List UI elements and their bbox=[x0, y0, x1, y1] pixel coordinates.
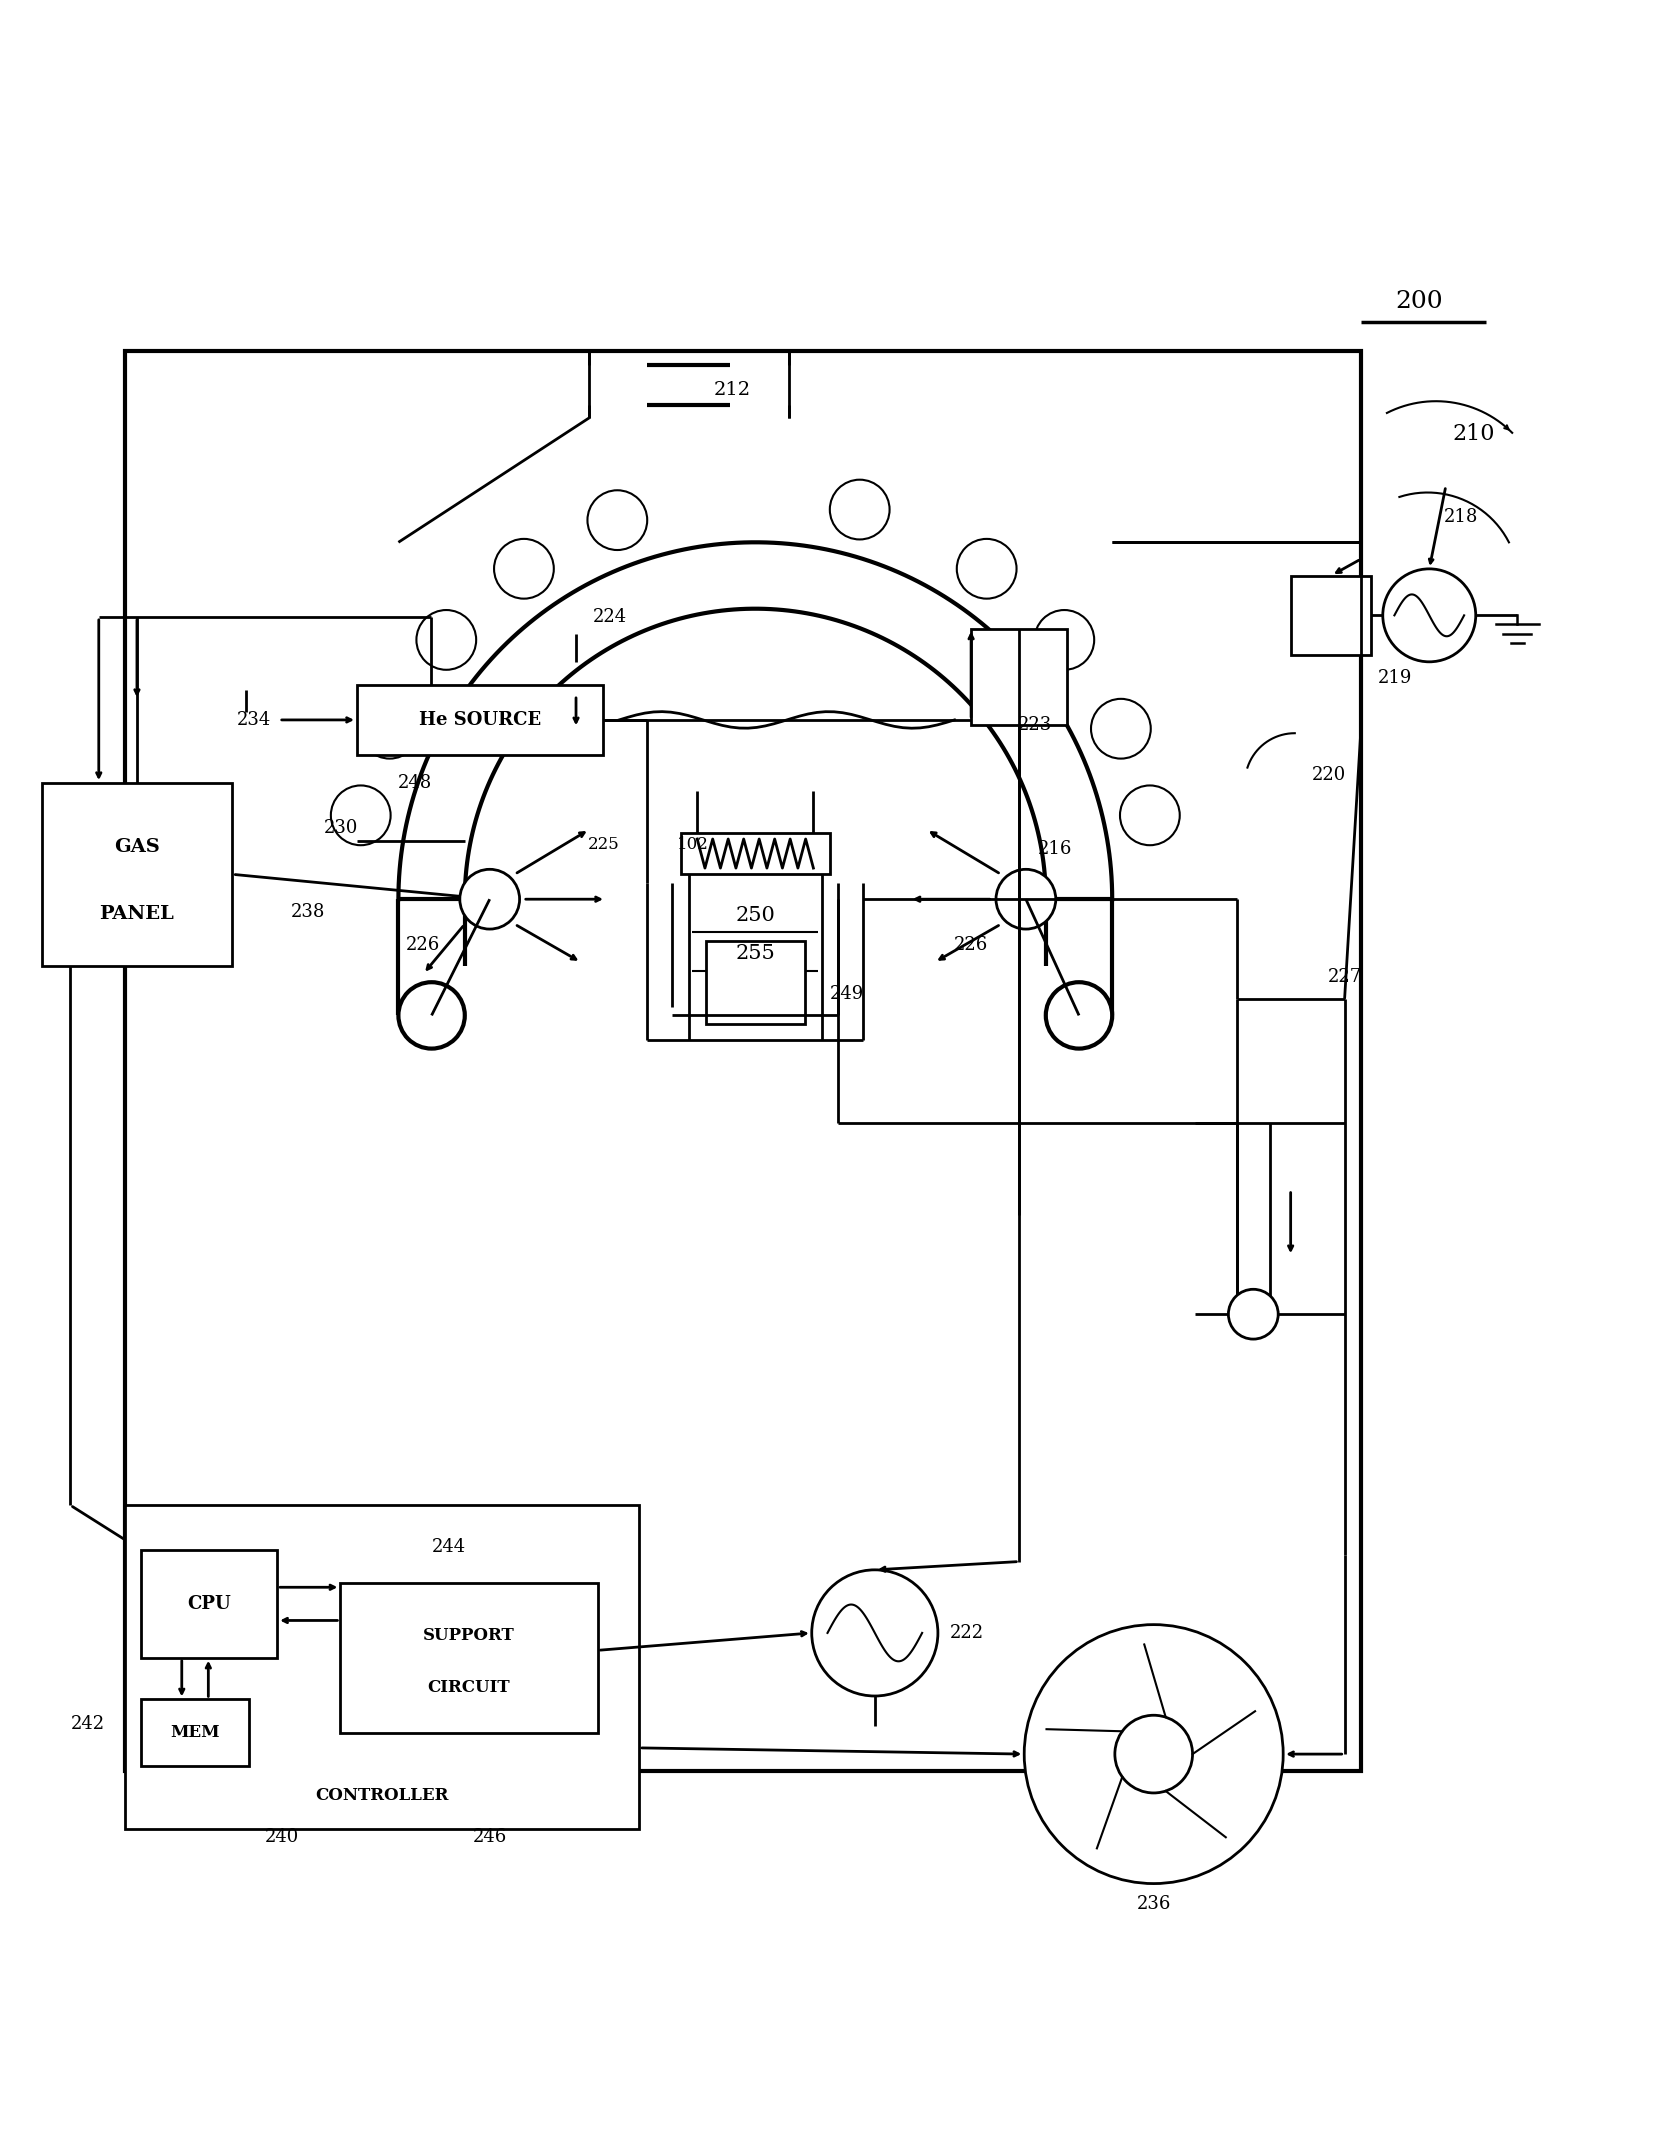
Text: 102: 102 bbox=[677, 835, 709, 852]
Bar bbox=[706, 940, 805, 1024]
Circle shape bbox=[996, 870, 1056, 930]
Text: 220: 220 bbox=[1311, 766, 1346, 784]
Text: 246: 246 bbox=[473, 1827, 506, 1846]
Circle shape bbox=[417, 610, 476, 670]
Text: 223: 223 bbox=[1018, 715, 1052, 734]
Bar bbox=[1291, 575, 1371, 655]
Text: 255: 255 bbox=[735, 945, 775, 964]
Circle shape bbox=[1046, 981, 1112, 1048]
Text: 224: 224 bbox=[593, 608, 627, 627]
Circle shape bbox=[495, 539, 554, 599]
Circle shape bbox=[1383, 569, 1476, 661]
Text: 242: 242 bbox=[70, 1715, 105, 1733]
Bar bbox=[340, 1582, 598, 1733]
Text: 216: 216 bbox=[1038, 839, 1072, 859]
Circle shape bbox=[360, 698, 420, 758]
Text: 244: 244 bbox=[432, 1537, 466, 1557]
Circle shape bbox=[1228, 1290, 1278, 1340]
Circle shape bbox=[639, 726, 872, 958]
Text: 225: 225 bbox=[588, 835, 619, 852]
Text: He SOURCE: He SOURCE bbox=[418, 711, 541, 730]
Text: 249: 249 bbox=[830, 985, 865, 1003]
Circle shape bbox=[1120, 786, 1180, 846]
Bar bbox=[124, 352, 1361, 1771]
Circle shape bbox=[1091, 698, 1150, 758]
Text: 250: 250 bbox=[735, 906, 775, 925]
Text: 226: 226 bbox=[954, 936, 988, 953]
Text: SUPPORT: SUPPORT bbox=[423, 1627, 515, 1645]
Text: 219: 219 bbox=[1378, 670, 1413, 687]
Text: CPU: CPU bbox=[188, 1595, 231, 1612]
Text: CIRCUIT: CIRCUIT bbox=[428, 1679, 510, 1696]
Circle shape bbox=[618, 977, 810, 1170]
Circle shape bbox=[754, 747, 973, 968]
Text: 210: 210 bbox=[1452, 423, 1496, 444]
Text: 234: 234 bbox=[236, 711, 271, 730]
Text: MEM: MEM bbox=[171, 1724, 219, 1741]
Bar bbox=[124, 1505, 639, 1829]
Circle shape bbox=[511, 938, 717, 1142]
Circle shape bbox=[817, 902, 1009, 1095]
Text: CONTROLLER: CONTROLLER bbox=[315, 1786, 448, 1803]
Circle shape bbox=[330, 786, 390, 846]
Text: 218: 218 bbox=[1444, 509, 1479, 526]
Bar bbox=[141, 1550, 277, 1657]
Text: GAS: GAS bbox=[115, 837, 159, 857]
Bar bbox=[42, 784, 232, 966]
Text: 222: 222 bbox=[950, 1623, 984, 1642]
Bar bbox=[681, 833, 830, 874]
Bar bbox=[141, 1698, 249, 1765]
Circle shape bbox=[1024, 1625, 1283, 1883]
Text: 227: 227 bbox=[1328, 968, 1363, 985]
Circle shape bbox=[398, 981, 465, 1048]
Text: 240: 240 bbox=[266, 1827, 299, 1846]
Circle shape bbox=[1116, 1715, 1192, 1793]
Circle shape bbox=[812, 1569, 938, 1696]
Text: 236: 236 bbox=[1137, 1896, 1170, 1913]
Circle shape bbox=[843, 788, 1049, 994]
Text: 230: 230 bbox=[324, 818, 359, 837]
Text: 248: 248 bbox=[398, 775, 432, 792]
Circle shape bbox=[830, 479, 890, 539]
Circle shape bbox=[544, 779, 750, 985]
Text: 212: 212 bbox=[714, 380, 750, 399]
Circle shape bbox=[1034, 610, 1094, 670]
Text: PANEL: PANEL bbox=[100, 906, 174, 923]
Text: 226: 226 bbox=[407, 936, 440, 953]
Text: 238: 238 bbox=[290, 904, 325, 921]
Circle shape bbox=[476, 852, 669, 1046]
Circle shape bbox=[460, 870, 520, 930]
Circle shape bbox=[956, 539, 1016, 599]
Text: 200: 200 bbox=[1396, 290, 1443, 313]
Bar bbox=[971, 629, 1067, 726]
Bar bbox=[357, 685, 603, 756]
Circle shape bbox=[588, 490, 647, 550]
Circle shape bbox=[725, 960, 918, 1153]
